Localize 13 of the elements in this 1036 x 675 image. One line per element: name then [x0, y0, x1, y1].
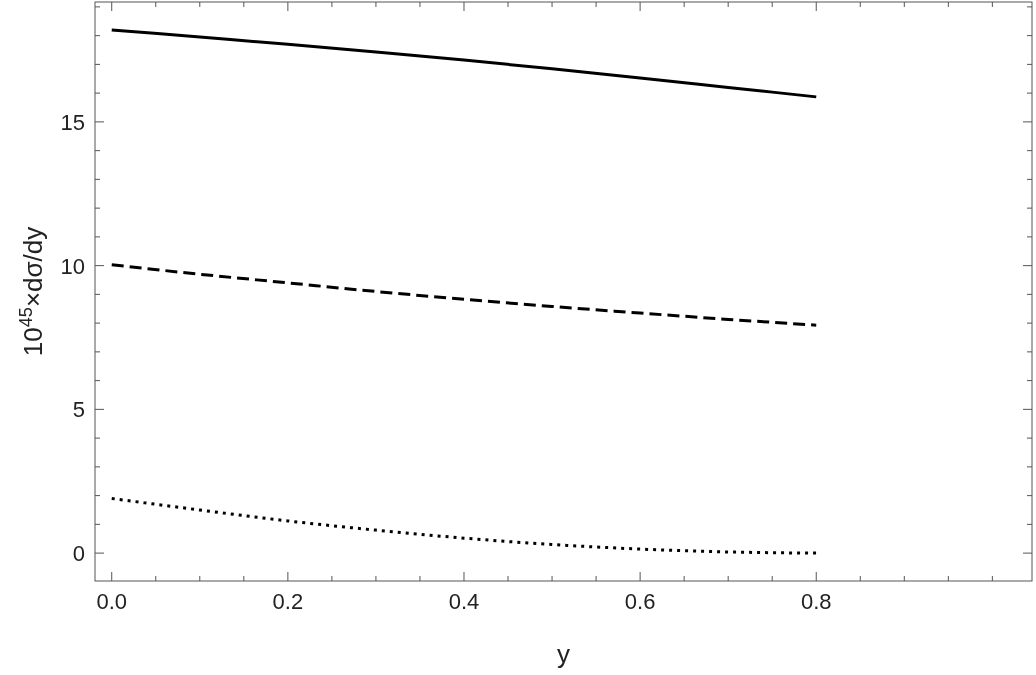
line-series	[110, 28, 818, 99]
y-tick-label: 5	[72, 397, 85, 423]
x-tick-label: 0.0	[96, 589, 128, 614]
line-series	[110, 263, 818, 327]
y-tick-label: 0	[72, 541, 85, 567]
x-tick-label: 0.6	[624, 589, 656, 614]
y-tick-label: 10	[60, 253, 85, 279]
x-tick-label: 0.4	[448, 589, 480, 614]
y-tick-label: 15	[60, 109, 85, 135]
line-series	[110, 496, 818, 555]
x-tick-label: 0.2	[272, 589, 304, 614]
x-tick-label: 0.8	[800, 589, 832, 614]
x-axis-title: y	[557, 639, 570, 669]
